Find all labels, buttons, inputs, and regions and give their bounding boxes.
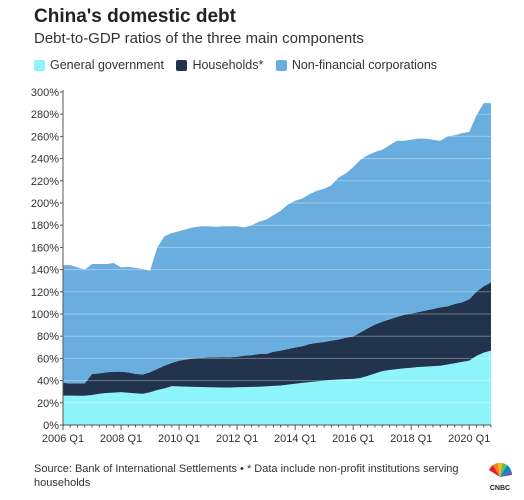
area-households: [63, 282, 491, 396]
x-tick-label: 2006 Q1: [42, 433, 84, 445]
y-tick-label: 120%: [31, 287, 59, 299]
legend-label-general-government: General government: [50, 58, 164, 72]
y-tick-label: 80%: [37, 331, 59, 343]
area-non-financial-corporations: [63, 103, 491, 384]
x-tick-label: 2016 Q1: [332, 433, 374, 445]
y-tick-label: 40%: [37, 376, 59, 388]
y-tick-label: 0%: [43, 420, 59, 432]
stacked-area-chart: 0% 20% 40% 60% 80% 100% 120% 140% 160% 180% 200% 22…: [31, 87, 492, 445]
legend-item-general-government: General government: [34, 58, 164, 72]
y-tick-label: 160%: [31, 242, 59, 254]
y-tick-label: 180%: [31, 220, 59, 232]
y-tick-label: 20%: [37, 398, 59, 410]
x-tick-label: 2020 Q1: [448, 433, 490, 445]
x-tick-label: 2018 Q1: [390, 433, 432, 445]
legend-label-households: Households*: [192, 58, 264, 72]
y-tick-label: 220%: [31, 176, 59, 188]
y-tick-label: 100%: [31, 309, 59, 321]
legend-item-non-financial-corporations: Non-financial corporations: [275, 58, 438, 72]
y-tick-label: 260%: [31, 131, 59, 143]
y-tick-label: 280%: [31, 109, 59, 121]
legend-swatch-non-financial-corporations: [275, 59, 287, 71]
y-tick-label: 60%: [37, 353, 59, 365]
legend-label-non-financial-corporations: Non-financial corporations: [291, 58, 438, 72]
logo-wordmark: CNBC: [490, 485, 510, 492]
y-tick-label: 200%: [31, 198, 59, 210]
y-tick-label: 300%: [31, 87, 59, 99]
area-general-government: [63, 350, 491, 425]
legend-swatch-households: [176, 59, 188, 71]
cnbc-logo: CNBC: [489, 462, 513, 492]
x-tick-label: 2012 Q1: [216, 433, 258, 445]
legend-item-households: Households*: [176, 58, 263, 72]
x-tick-label: 2014 Q1: [274, 433, 316, 445]
y-tick-label: 240%: [31, 154, 59, 166]
legend: General government Households* Non-finan…: [34, 58, 446, 74]
x-tick-label: 2010 Q1: [158, 433, 200, 445]
x-tick-label: 2008 Q1: [100, 433, 142, 445]
chart-title: China's domestic debt: [34, 6, 236, 27]
y-tick-label: 140%: [31, 265, 59, 277]
peacock-icon: [489, 462, 513, 477]
source-note: Source: Bank of International Settlement…: [34, 463, 459, 489]
legend-swatch-general-government: [34, 59, 45, 71]
chart-subtitle: Debt-to-GDP ratios of the three main com…: [34, 30, 364, 47]
